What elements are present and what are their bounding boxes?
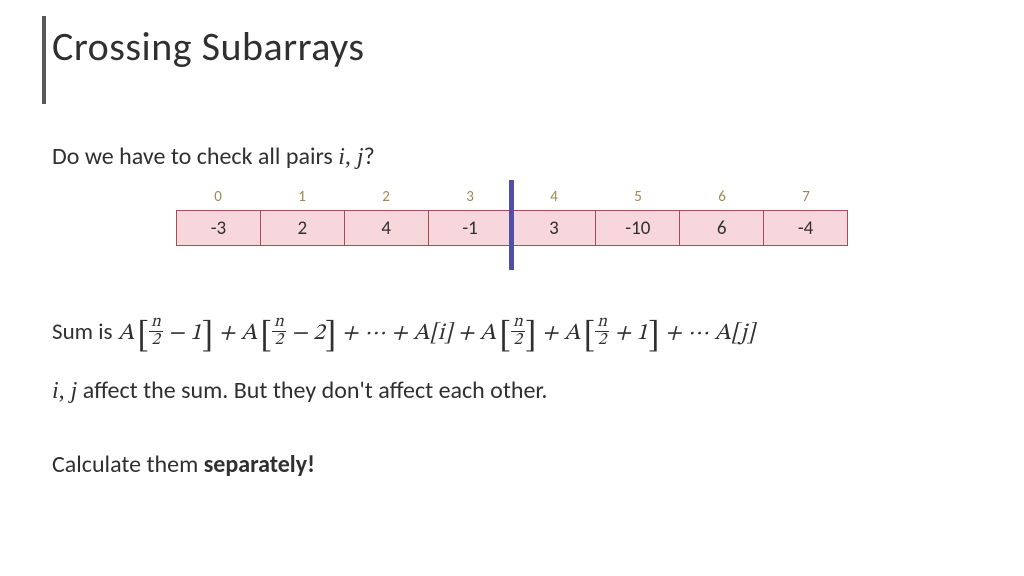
calc-emphasis: separately! [204, 450, 315, 479]
array-cell: -3 [177, 211, 261, 245]
array-cell: 2 [261, 211, 345, 245]
array-index: 1 [260, 188, 344, 210]
array-cell: -10 [596, 211, 680, 245]
array-index: 0 [176, 188, 260, 210]
vars-ij: i, j [52, 378, 77, 404]
array-cell: 6 [680, 211, 764, 245]
sum-formula: Sum is A [n2 − 1] + A [n2 − 2] + ⋯ + A[i… [52, 316, 755, 359]
question-suffix: ? [364, 142, 375, 171]
array-index: 3 [428, 188, 512, 210]
explanation-line-1: i, j affect the sum. But they don't affe… [52, 376, 547, 405]
array-cell: -4 [764, 211, 848, 245]
array-index: 7 [764, 188, 848, 210]
array-cell: -1 [429, 211, 513, 245]
calc-prefix: Calculate them [52, 450, 204, 479]
array-index: 2 [344, 188, 428, 210]
explanation-line-2: Calculate them separately! [52, 450, 315, 479]
array-cell: 4 [345, 211, 429, 245]
formula-A: A [118, 322, 135, 345]
array-midpoint-divider [509, 180, 514, 270]
explanation-text: affect the sum. But they don't affect ea… [77, 376, 547, 405]
array-index: 5 [596, 188, 680, 210]
question-prefix: Do we have to check all pairs [52, 142, 338, 171]
array-index: 4 [512, 188, 596, 210]
question-vars: i, j [338, 144, 363, 170]
array-cell: 3 [513, 211, 597, 245]
slide-title: Crossing Subarrays [52, 22, 365, 71]
array-index: 6 [680, 188, 764, 210]
formula-lead: Sum is [52, 318, 118, 346]
title-accent-bar [42, 16, 46, 104]
question-line: Do we have to check all pairs i, j? [52, 142, 375, 171]
